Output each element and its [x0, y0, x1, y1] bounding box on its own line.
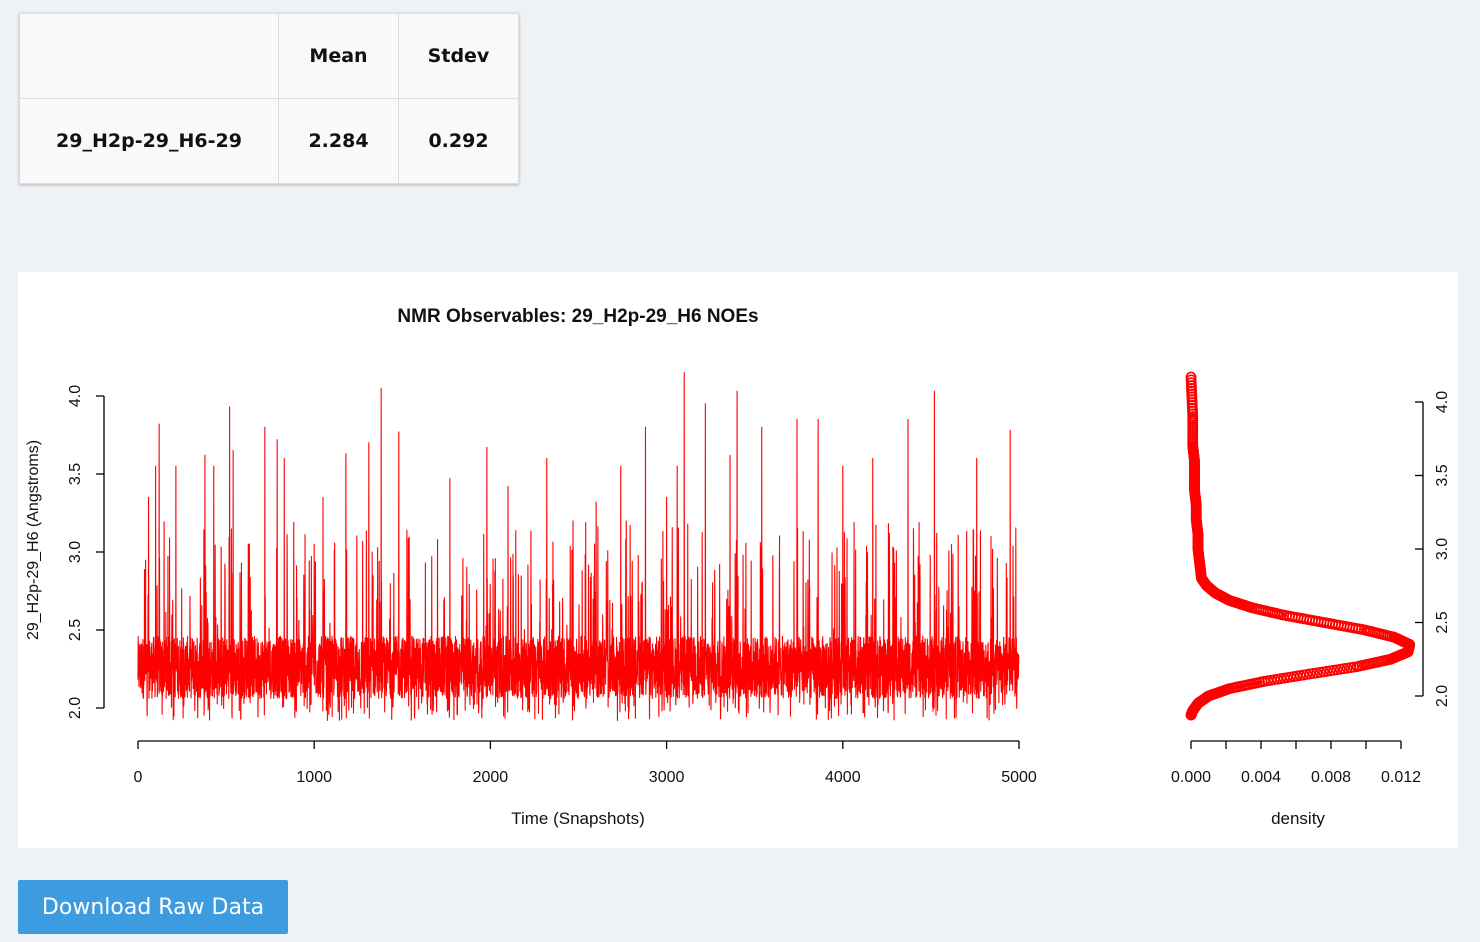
stdev-value-cell: 0.292: [398, 98, 519, 184]
chart-title: NMR Observables: 29_H2p-29_H6 NOEs: [397, 306, 758, 327]
timeseries-axes: 0 1000 2000 3000 4000 5000 2.0 2.5 3.0 3.5 4.0: [67, 385, 1037, 786]
mean-value-cell: 2.284: [278, 98, 399, 184]
x-tick-label: 5000: [1001, 769, 1037, 786]
table-header-cell-mean: Mean: [278, 13, 399, 99]
density-point: [1185, 371, 1197, 383]
table-header-row: Mean Stdev: [19, 13, 519, 99]
y-tick-label: 3.0: [67, 541, 84, 563]
nmr-plot: NMR Observables: 29_H2p-29_H6 NOEs Time …: [25, 306, 1451, 828]
density-y-tick-label: 3.0: [1434, 538, 1451, 560]
density-y-tick-label: 2.0: [1434, 685, 1451, 707]
stats-table: Mean Stdev 29_H2p-29_H6-29 2.284 0.292: [19, 13, 519, 184]
density-x-axis-label: density: [1271, 809, 1325, 828]
y-tick-label: 3.5: [67, 463, 84, 485]
timeseries-y-axis-label: 29_H2p-29_H6 (Angstroms): [25, 440, 42, 640]
download-raw-data-button[interactable]: Download Raw Data: [18, 880, 288, 934]
density-y-tick-label: 3.5: [1434, 464, 1451, 486]
density-series: [1185, 371, 1416, 721]
density-x-tick-label: 0.008: [1311, 769, 1351, 786]
x-tick-label: 4000: [825, 769, 861, 786]
x-tick-label: 2000: [473, 769, 509, 786]
table-header-cell-stdev: Stdev: [398, 13, 519, 99]
x-tick-label: 0: [134, 769, 143, 786]
density-x-tick-label: 0.004: [1241, 769, 1281, 786]
y-tick-label: 2.0: [67, 697, 84, 719]
density-y-tick-label: 4.0: [1434, 391, 1451, 413]
chart-panel: NMR Observables: 29_H2p-29_H6 NOEs Time …: [18, 272, 1458, 848]
y-tick-label: 4.0: [67, 385, 84, 407]
row-label-cell: 29_H2p-29_H6-29: [19, 98, 279, 184]
density-axes: 0.000 0.004 0.008 0.012 2.0 2.5 3.0 3.5 4.0: [1171, 391, 1451, 786]
table-row: 29_H2p-29_H6-29 2.284 0.292: [19, 98, 519, 184]
timeseries-x-axis-label: Time (Snapshots): [511, 809, 645, 828]
x-tick-label: 3000: [649, 769, 685, 786]
table-header-cell: [19, 13, 279, 99]
timeseries-line: [137, 372, 1020, 722]
density-y-tick-label: 2.5: [1434, 611, 1451, 633]
y-tick-label: 2.5: [67, 619, 84, 641]
timeseries-series: [137, 372, 1020, 722]
density-x-tick-label: 0.012: [1381, 769, 1421, 786]
density-x-tick-label: 0.000: [1171, 769, 1211, 786]
x-tick-label: 1000: [296, 769, 332, 786]
